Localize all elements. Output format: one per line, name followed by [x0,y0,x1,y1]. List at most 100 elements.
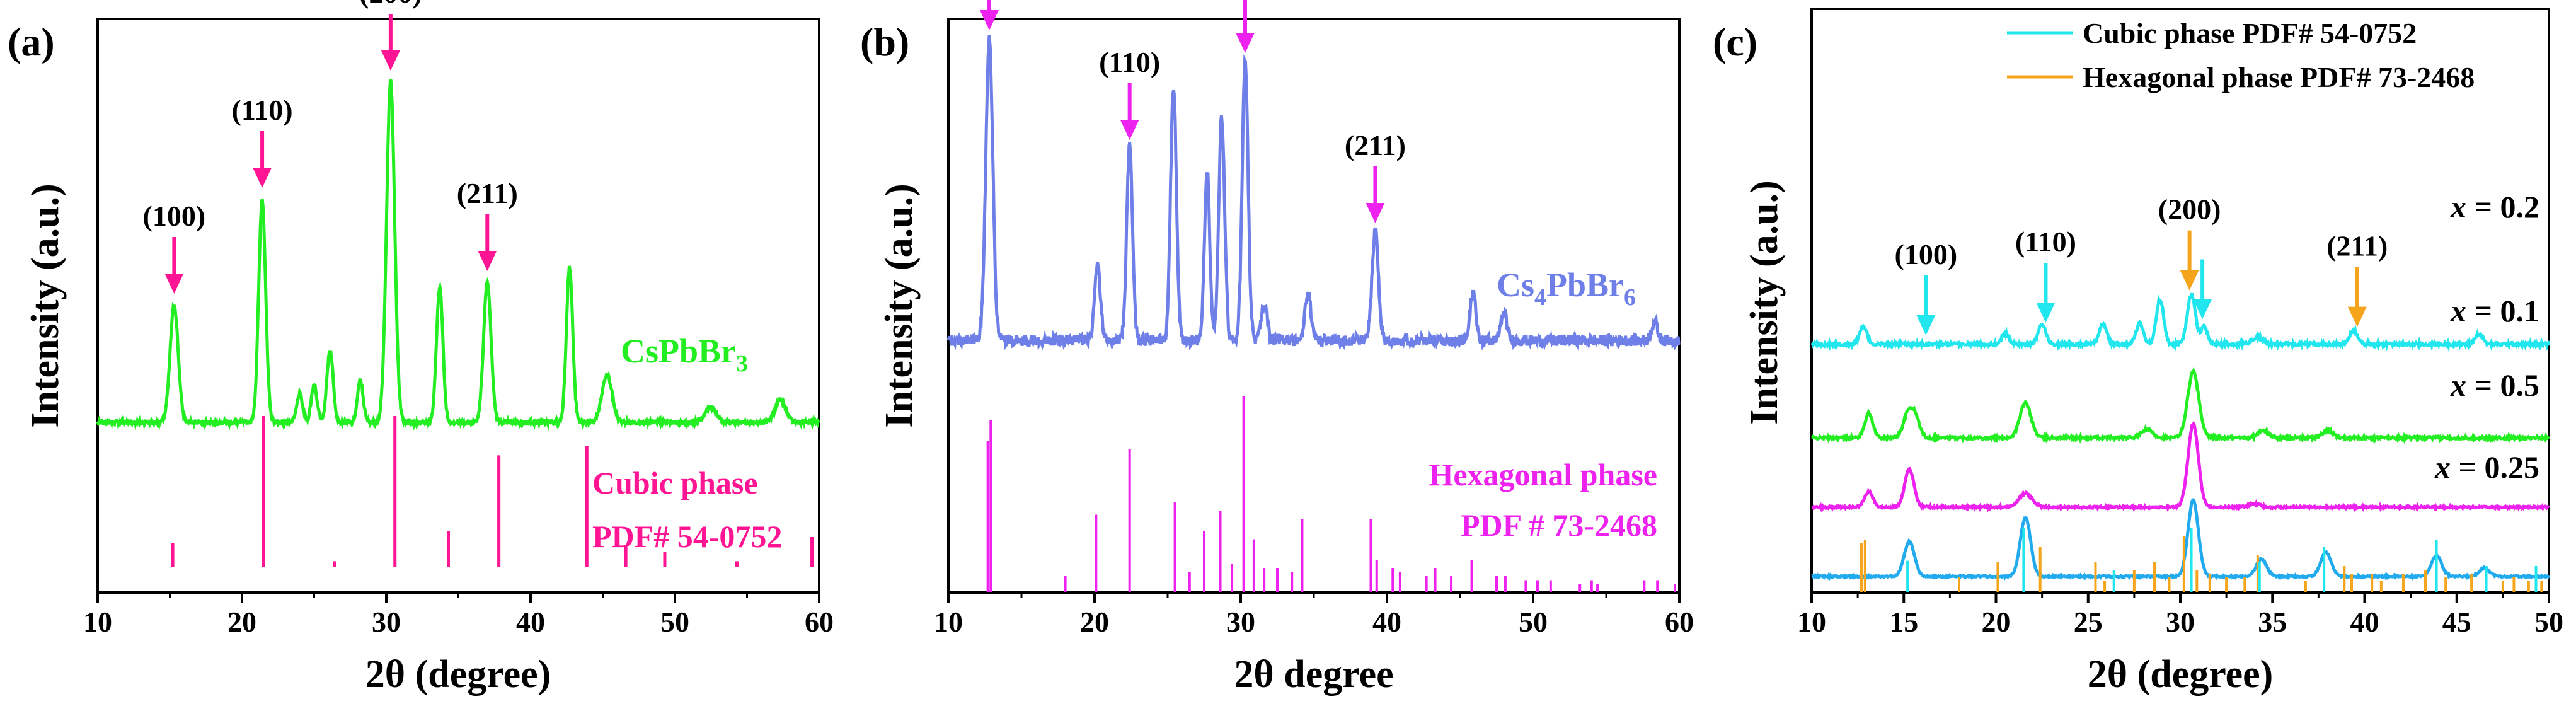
panel-c-x-ticks: 10 15 20 25 30 35 40 45 50 [1797,592,2563,638]
x-tick-label: 40 [516,606,545,638]
arrow-head [2193,299,2212,320]
panel-b-plot-frame [947,18,1681,594]
x-tick-label: 20 [1982,606,2011,638]
arrow-head [2347,306,2367,327]
panel-b: (b) 10 20 30 40 50 60 (100) (110) (200) (211) Cs… [860,0,1694,696]
panel-a-label: (a) [8,20,55,64]
panel-a-pattern-label: CsPbBr3 [621,332,748,377]
series-line [1810,292,2551,352]
panel-b-reference-sticks [986,396,1677,592]
peak-label: (100) [143,200,206,232]
panel-c-x-axis-title: 2θ (degree) [2088,653,2274,696]
arrow-head [1916,315,1936,335]
panel-b-peak-annotations: (100) (110) (200) (211) [979,0,1406,223]
x-tick-label: 35 [2258,606,2287,638]
x-tick-label: 10 [1797,606,1826,638]
peak-label: (200) [359,0,422,9]
panel-a: (a) 10 20 30 40 50 60 (100) (110) (200) (211) Cs… [8,0,834,696]
x-tick-label: 10 [83,606,112,638]
arrow-head [979,10,999,30]
x-tick-label: 60 [805,606,834,638]
x-tick-label: 40 [2350,606,2379,638]
arrow-head [2180,270,2199,291]
x-tick-label: 50 [2534,606,2563,638]
x-tick-label: 10 [934,606,963,638]
arrow-head [1235,33,1255,53]
peak-arrow: (200) [359,0,422,71]
peak-label: (100) [1895,238,1958,270]
panel-c-series-labels: x = 0.2 x = 0.1 x = 0.5 x = 0.25 [2434,189,2539,485]
arrow-head [164,274,184,294]
peak-label: (110) [232,94,293,126]
peak-arrow: (100) [143,200,206,294]
peak-arrow: (211) [457,177,518,271]
panel-c-peak-annotations: (100) (110) (200) (211) [1895,194,2388,335]
peak-label: (200) [2158,194,2221,226]
x-tick-label: 30 [1226,606,1255,638]
x-tick-label: 45 [2442,606,2471,638]
panel-a-x-ticks: 10 20 30 40 50 60 [83,592,834,638]
panel-a-reference-label-line2: PDF# 54-0752 [592,519,782,554]
panel-a-x-axis-title: 2θ (degree) [365,653,551,696]
panel-a-reference-sticks [171,416,814,567]
series-line [1811,498,2551,581]
x-tick-label: 25 [2074,606,2103,638]
panel-c-series [1810,292,2551,581]
panel-c-legend: Cubic phase PDF# 54-0752 Hexagonal phase… [2007,17,2475,93]
peak-arrow: (211) [2326,230,2388,327]
panel-b-x-ticks: 10 20 30 40 50 60 [934,592,1694,638]
x-tick-label: 40 [1372,606,1401,638]
legend-cubic-label: Cubic phase PDF# 54-0752 [2083,17,2417,49]
x-tick-label: 50 [1519,606,1548,638]
series-label-x-0.1: x = 0.1 [2450,293,2539,328]
panel-a-y-axis-title: Intensity (a.u.) [24,183,67,428]
peak-label: (211) [1345,129,1406,161]
panel-b-x-axis-title: 2θ degree [1234,653,1393,696]
arrow-head [253,168,272,188]
panel-c-label: (c) [1713,20,1757,64]
peak-arrow: (200) [1235,0,1255,53]
x-tick-label: 30 [2166,606,2195,638]
series-line [1811,420,2550,513]
peak-arrow: (211) [1345,129,1406,223]
panel-b-label: (b) [860,20,909,64]
panel-b-cs4pbbr6-pattern [946,35,1681,352]
x-tick-label: 30 [372,606,401,638]
series-label-x-0.5: x = 0.5 [2450,367,2539,403]
panel-b-y-axis-title: Intensity (a.u.) [878,183,921,428]
peak-arrow: (110) [2015,226,2076,323]
panel-c-reference-sticks [1860,528,2543,592]
peak-arrow: (100) [1895,238,1958,335]
panel-b-reference-label-line1: Hexagonal phase [1429,457,1657,492]
legend-hexagonal-label: Hexagonal phase PDF# 73-2468 [2083,61,2475,93]
arrow-head [381,50,400,71]
x-tick-label: 20 [1080,606,1109,638]
series-label-x-0.2: x = 0.2 [2450,189,2539,224]
arrow-head [1366,203,1385,223]
series-line [1811,367,2551,444]
panel-a-peak-annotations: (100) (110) (200) (211) [143,0,518,294]
peak-label: (110) [2015,226,2076,258]
arrow-head [2036,302,2056,323]
panel-c: (c) 10 15 20 25 30 35 40 45 50 Cubic phase PDF# … [1713,8,2563,696]
peak-arrow: (110) [232,94,293,188]
peak-label: (110) [1099,46,1160,78]
arrow-head [1120,120,1139,140]
panel-a-reference-label-line1: Cubic phase [592,465,758,500]
peak-label: (211) [2326,230,2388,262]
panel-c-y-axis-title: Intensity (a.u.) [1743,180,1786,425]
x-tick-label: 20 [227,606,256,638]
x-tick-label: 50 [660,606,689,638]
peak-arrow [2193,259,2212,320]
arrow-head [478,251,497,271]
panel-b-reference-label-line2: PDF # 73-2468 [1461,507,1657,543]
peak-arrow: (110) [1099,46,1160,140]
peak-label: (211) [457,177,518,209]
panel-b-pattern-label: Cs4PbBr6 [1497,266,1636,311]
x-tick-label: 15 [1889,606,1918,638]
panel-a-plot-frame [96,18,820,594]
peak-arrow: (200) [2158,194,2221,291]
series-label-x-0.25: x = 0.25 [2434,449,2539,485]
x-tick-label: 60 [1665,606,1694,638]
